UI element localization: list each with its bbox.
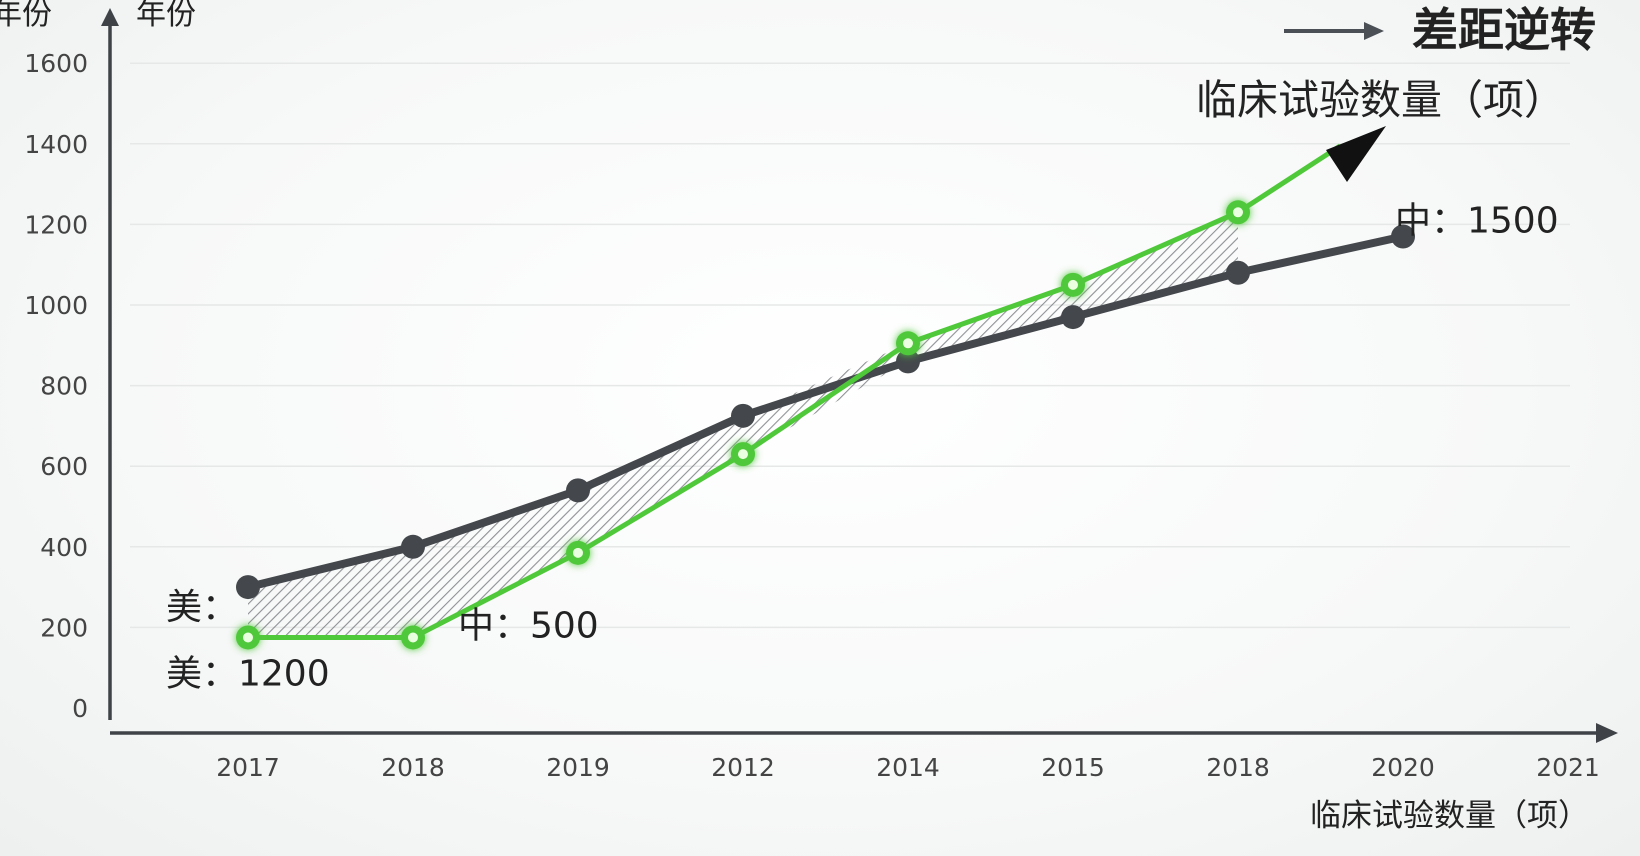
series-1-point-core [573, 547, 583, 558]
series-0-point [1391, 224, 1415, 249]
x-tick-label: 2012 [711, 753, 775, 782]
series-0-line [247, 232, 1404, 591]
series-1-point-core [903, 338, 913, 349]
axes [101, 8, 1618, 743]
y-tick-label: 1400 [24, 130, 88, 159]
x-axis-arrowhead [1596, 723, 1618, 743]
y-tick-label: 400 [40, 533, 88, 562]
x-axis-label: 临床试验数量（项） [1310, 798, 1589, 834]
x-tick-label: 2014 [876, 753, 940, 782]
x-tick-label: 2018 [1206, 753, 1270, 782]
series-1-point-core [408, 632, 418, 643]
x-tick-label: 2019 [546, 753, 610, 782]
ticks: 0 200 400 600 800 1000 1200 1400 1600 2017 2018 201… [24, 49, 1599, 782]
x-tick-label: 2021 [1536, 753, 1600, 782]
title-arrow-head [1364, 22, 1384, 40]
series-1-point-core [243, 632, 253, 643]
annotation-label: 中：500 [458, 605, 599, 646]
y-tick-label: 200 [40, 613, 88, 642]
top-left-label: 年份 [0, 0, 52, 32]
series-1-point-core [738, 449, 748, 460]
grid-lines [130, 62, 1570, 629]
y-axis-arrowhead [101, 8, 119, 26]
x-tick-label: 2017 [216, 753, 280, 782]
annotation-label: 美：1200 [166, 653, 330, 694]
y-tick-label: 800 [40, 372, 88, 401]
y-tick-label: 600 [40, 452, 88, 481]
x-tick-label: 2018 [381, 753, 445, 782]
x-tick-label: 2015 [1041, 753, 1105, 782]
y-tick-label: 0 [72, 694, 88, 723]
series-1-point-core [1068, 279, 1078, 290]
x-tick-label: 2020 [1371, 753, 1435, 782]
y-tick-label: 1200 [24, 210, 88, 239]
y-tick-label: 1000 [24, 291, 88, 320]
y-tick-label: 1600 [24, 49, 88, 78]
chart-title: 差距逆转 [1412, 3, 1596, 57]
series-0-point [731, 403, 755, 428]
annotation-label: 美： [166, 587, 238, 628]
series [236, 143, 1415, 650]
trend-arrowhead [1326, 126, 1386, 182]
annotation-label: 中：1500 [1395, 200, 1559, 241]
series-0-point [1061, 305, 1085, 330]
series-1-line [248, 143, 1342, 640]
series-0-point [236, 575, 260, 600]
trend-label: 临床试验数量（项） [1196, 76, 1565, 124]
y-axis-label: 年份 [136, 0, 196, 32]
series-0-point [896, 349, 920, 374]
series-0-point [566, 478, 590, 503]
annotations: 美： 美：1200 中：500 中：1500 [166, 200, 1559, 694]
series-0-point [1226, 260, 1250, 285]
series-0-point [401, 534, 425, 559]
series-1-point-core [1233, 207, 1243, 218]
